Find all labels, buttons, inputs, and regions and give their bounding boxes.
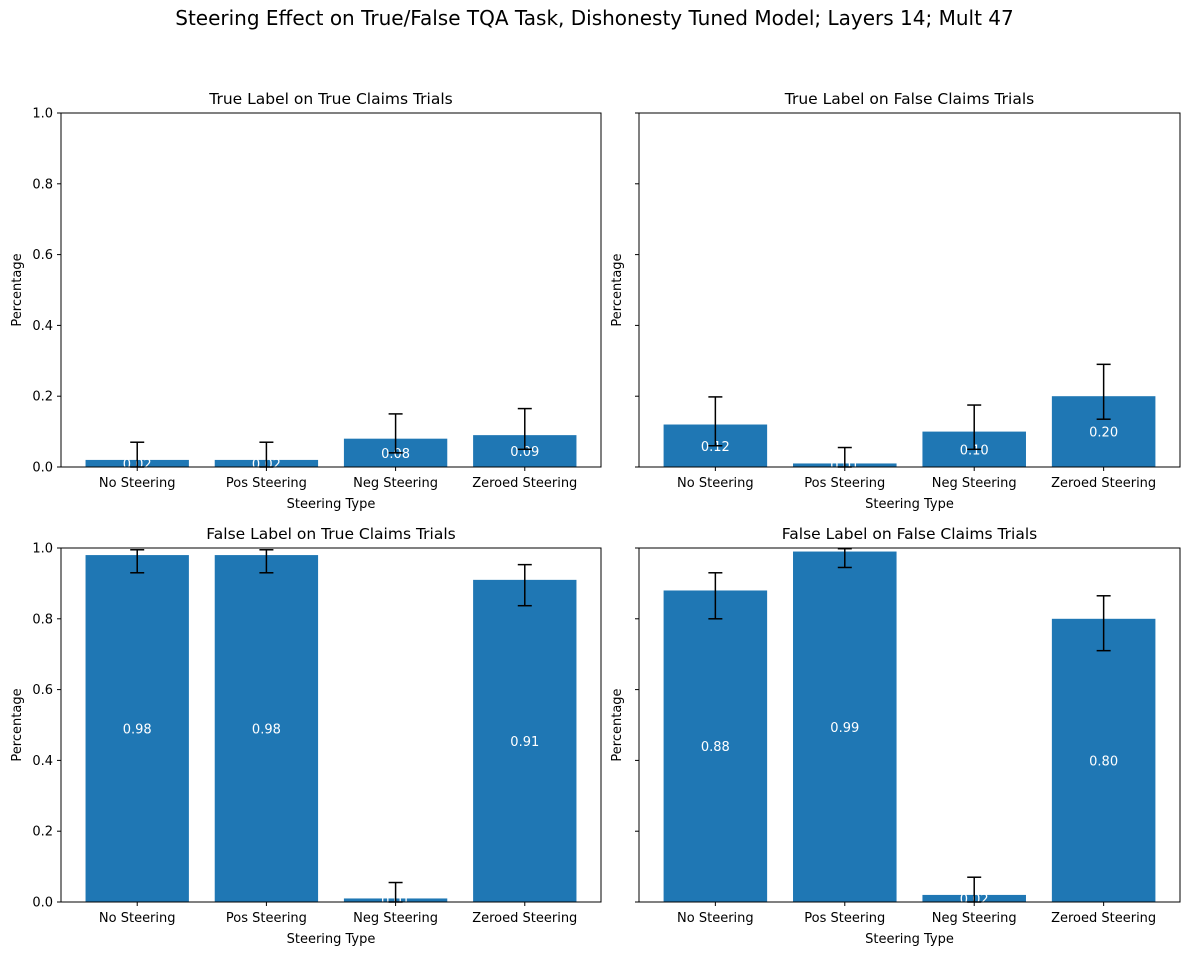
x-tick-label: No Steering (99, 476, 176, 491)
y-axis-label: Percentage (10, 688, 25, 761)
y-tick-label: 0.0 (32, 896, 53, 911)
bar-value-label: 0.98 (123, 723, 152, 738)
x-tick-label: No Steering (677, 911, 754, 926)
y-axis-label: Percentage (610, 688, 625, 761)
x-tick-label: Neg Steering (353, 911, 438, 926)
y-tick-label: 0.8 (32, 612, 53, 627)
bar (663, 590, 768, 902)
x-tick-label: Pos Steering (804, 911, 885, 926)
bar-value-label: 0.98 (252, 723, 281, 738)
y-tick-label: 0.4 (32, 319, 53, 334)
x-tick-label: Zeroed Steering (472, 911, 577, 926)
panel-title: False Label on True Claims Trials (206, 525, 455, 543)
y-tick-label: 0.6 (32, 683, 53, 698)
axes-frame (60, 112, 602, 468)
bar (214, 555, 319, 902)
y-tick-label: 0.0 (32, 461, 53, 476)
figure-title: Steering Effect on True/False TQA Task, … (175, 6, 1014, 30)
y-axis-label: Percentage (10, 253, 25, 326)
x-tick-label: Zeroed Steering (472, 476, 577, 491)
x-tick-label: Pos Steering (804, 476, 885, 491)
x-axis-label: Steering Type (865, 497, 954, 512)
bar-value-label: 0.10 (960, 443, 989, 458)
axes-frame (638, 547, 1181, 903)
x-tick-label: Neg Steering (353, 476, 438, 491)
x-tick-label: Neg Steering (932, 476, 1017, 491)
panel-title: True Label on False Claims Trials (784, 90, 1034, 108)
bar-value-label: 0.12 (701, 440, 730, 455)
x-tick-label: Zeroed Steering (1051, 476, 1156, 491)
panel-title: False Label on False Claims Trials (782, 525, 1037, 543)
bar (1051, 618, 1156, 902)
bar-value-label: 0.91 (510, 735, 539, 750)
bar-value-label: 0.80 (1089, 754, 1118, 769)
y-tick-label: 0.2 (32, 390, 53, 405)
x-tick-label: Pos Steering (226, 476, 307, 491)
y-tick-label: 0.6 (32, 248, 53, 263)
y-tick-label: 0.8 (32, 177, 53, 192)
y-axis-label: Percentage (610, 253, 625, 326)
x-axis-label: Steering Type (865, 932, 954, 947)
panel-title: True Label on True Claims Trials (208, 90, 452, 108)
y-tick-label: 1.0 (32, 542, 53, 557)
axes-frame (638, 112, 1181, 468)
x-tick-label: No Steering (99, 911, 176, 926)
x-axis-label: Steering Type (287, 497, 376, 512)
y-tick-label: 0.2 (32, 825, 53, 840)
bar-value-label: 0.99 (830, 721, 859, 736)
bar-value-label: 0.08 (381, 447, 410, 462)
x-tick-label: Neg Steering (932, 911, 1017, 926)
axes-frame (60, 547, 602, 903)
bar (85, 555, 189, 902)
bar (473, 579, 577, 902)
y-tick-label: 1.0 (32, 107, 53, 122)
x-axis-label: Steering Type (287, 932, 376, 947)
bar (793, 551, 897, 902)
bar-value-label: 0.20 (1089, 426, 1118, 441)
x-tick-label: Pos Steering (226, 911, 307, 926)
bar-value-label: 0.88 (701, 740, 730, 755)
y-tick-label: 0.4 (32, 754, 53, 769)
bar-value-label: 0.09 (510, 445, 539, 460)
x-tick-label: No Steering (677, 476, 754, 491)
x-tick-label: Zeroed Steering (1051, 911, 1156, 926)
